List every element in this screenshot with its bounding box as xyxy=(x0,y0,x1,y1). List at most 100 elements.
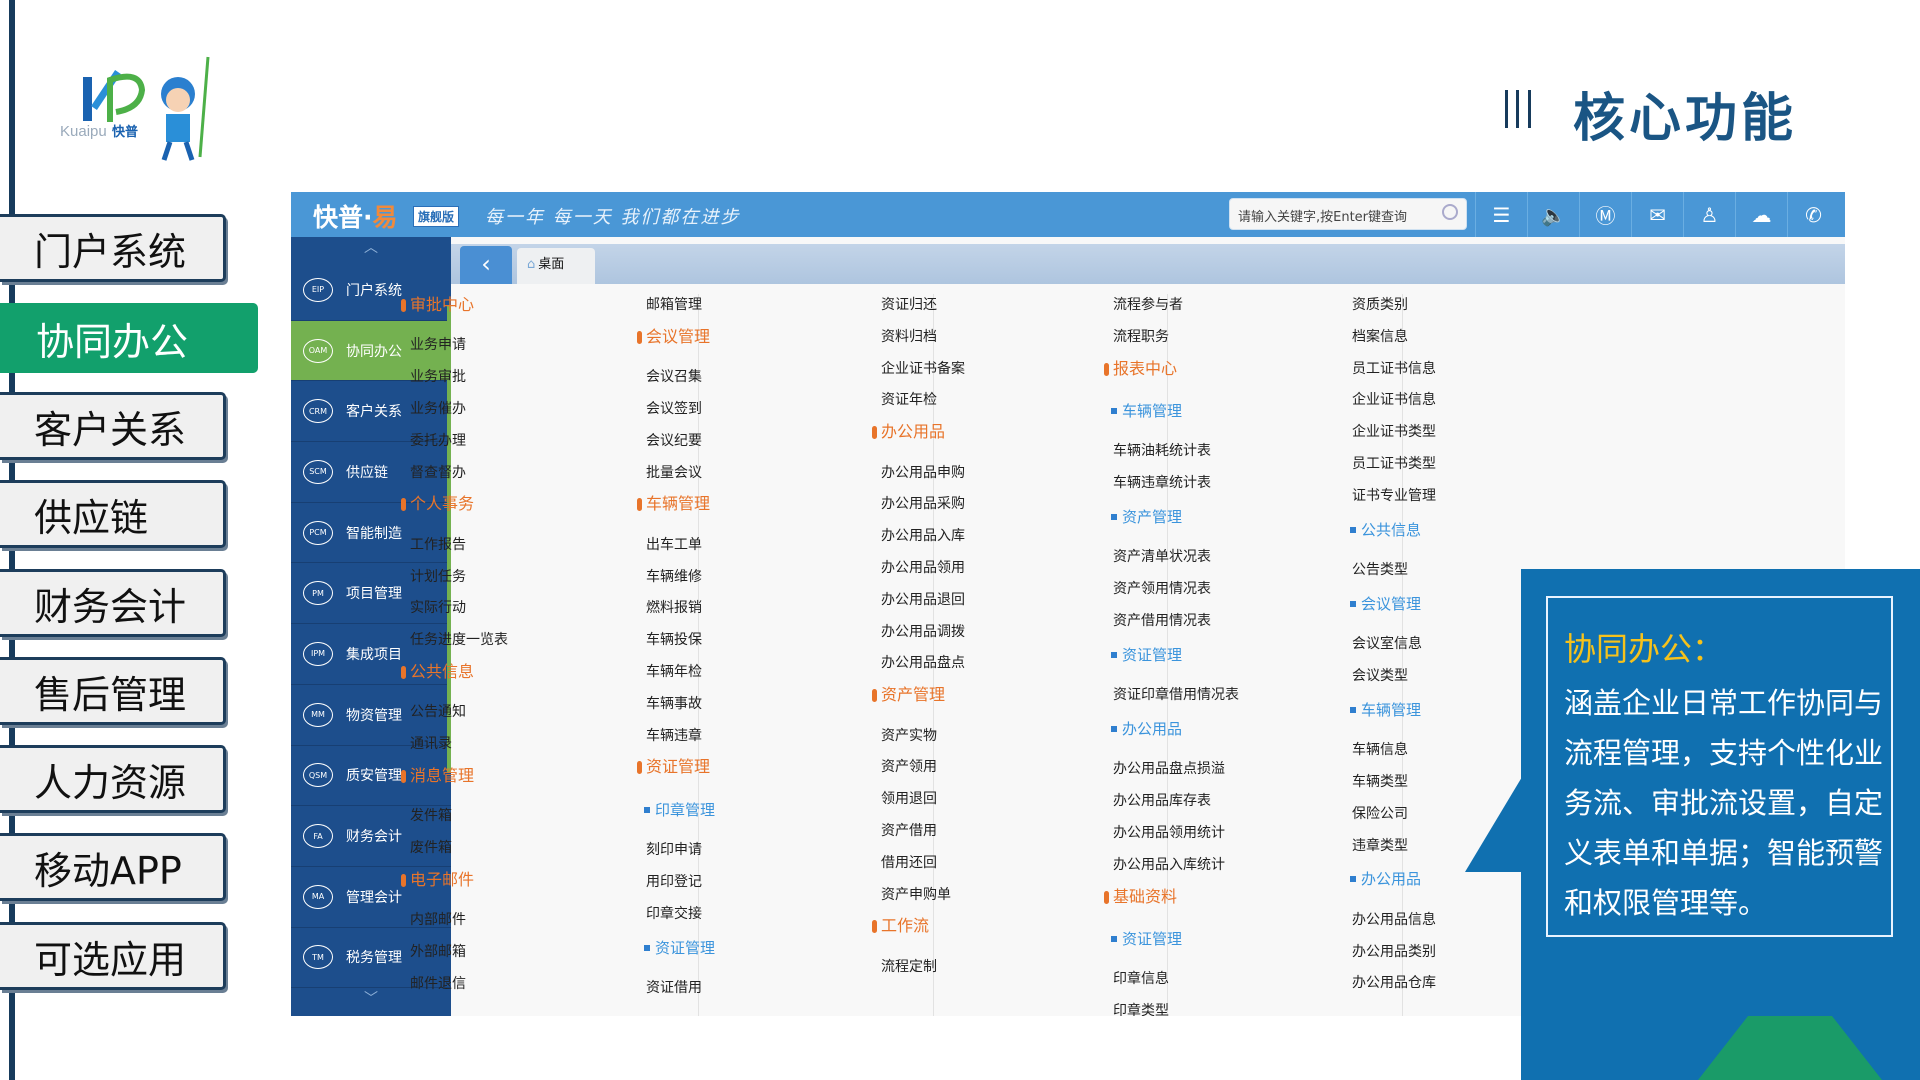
search-icon[interactable] xyxy=(1442,204,1458,220)
sidebar-item[interactable]: PCM 智能制造 xyxy=(291,503,451,564)
nav-button-7[interactable]: 移动APP xyxy=(0,833,226,901)
menu-item[interactable]: 领用退回 xyxy=(881,791,937,808)
menu-item[interactable]: 借用还回 xyxy=(881,854,937,871)
nav-button-5[interactable]: 售后管理 xyxy=(0,657,226,725)
sidebar-item[interactable]: EIP 门户系统 xyxy=(291,260,451,321)
menu-item[interactable]: 会议纪要 xyxy=(646,432,702,449)
menu-item[interactable]: 流程定制 xyxy=(881,958,937,975)
cloud-icon[interactable]: ☁ xyxy=(1735,192,1787,237)
scroll-up-icon[interactable]: ︿ xyxy=(364,240,378,256)
menu-item[interactable]: 批量会议 xyxy=(646,464,702,481)
menu-item[interactable]: 员工证书信息 xyxy=(1352,360,1436,377)
user-icon[interactable]: ♙ xyxy=(1683,192,1735,237)
menu-item[interactable]: 通讯录 xyxy=(410,736,452,753)
menu-item[interactable]: 车辆油耗统计表 xyxy=(1113,443,1211,460)
menu-item[interactable]: 员工证书类型 xyxy=(1352,455,1436,472)
menu-item[interactable]: 办公用品类别 xyxy=(1352,943,1436,960)
sidebar-item[interactable]: QSM 质安管理 xyxy=(291,746,451,807)
menu-item[interactable]: 资产借用情况表 xyxy=(1113,612,1211,629)
menu-item[interactable]: 废件箱 xyxy=(410,840,452,857)
menu-item[interactable]: 会议召集 xyxy=(646,369,702,386)
back-button[interactable]: ‹ xyxy=(460,246,512,284)
menu-item[interactable]: 资证年检 xyxy=(881,392,937,409)
menu-item[interactable]: 燃料报销 xyxy=(646,600,702,617)
menu-item[interactable]: 督查督办 xyxy=(410,464,466,481)
nav-button-1[interactable]: 协同办公 xyxy=(0,303,258,373)
menu-item[interactable]: 保险公司 xyxy=(1352,805,1408,822)
menu-item[interactable]: 资证借用 xyxy=(646,979,702,996)
sidebar-item[interactable]: IPM 集成项目 xyxy=(291,624,451,685)
menu-item[interactable]: 企业证书类型 xyxy=(1352,424,1436,441)
nav-button-4[interactable]: 财务会计 xyxy=(0,569,226,637)
sidebar-item[interactable]: PM 项目管理 xyxy=(291,563,451,625)
scroll-down-icon[interactable]: ﹀ xyxy=(364,991,378,1008)
nav-button-8[interactable]: 可选应用 xyxy=(0,922,226,990)
menu-item[interactable]: 车辆投保 xyxy=(646,632,702,649)
menu-item[interactable]: 会议签到 xyxy=(646,400,702,417)
sidebar-scrollbar[interactable] xyxy=(447,305,451,773)
list-icon[interactable]: ☰ xyxy=(1475,192,1527,237)
menu-item[interactable]: 会议室信息 xyxy=(1352,636,1422,653)
sidebar-item[interactable]: FA 财务会计 xyxy=(291,806,451,867)
menu-item[interactable]: 实际行动 xyxy=(410,600,466,617)
menu-item[interactable]: 资产借用 xyxy=(881,822,937,839)
menu-item[interactable]: 资证归还 xyxy=(881,297,937,313)
speaker-icon[interactable]: 🔈 xyxy=(1527,192,1579,237)
menu-item[interactable]: 资料归档 xyxy=(881,328,937,345)
phone-icon[interactable]: ✆ xyxy=(1787,192,1839,237)
menu-item[interactable]: 流程参与者 xyxy=(1113,297,1183,313)
tab-desktop[interactable]: ⌂ 桌面 xyxy=(517,248,595,284)
menu-item[interactable]: 流程职务 xyxy=(1113,328,1169,345)
menu-item[interactable]: 委托办理 xyxy=(410,432,466,449)
menu-item[interactable]: 车辆年检 xyxy=(646,663,702,680)
menu-item[interactable]: 资产清单状况表 xyxy=(1113,549,1211,566)
menu-item[interactable]: 资产申购单 xyxy=(881,886,951,903)
menu-item[interactable]: 企业证书信息 xyxy=(1352,392,1436,409)
sidebar-item[interactable]: OAM 协同办公 xyxy=(291,320,451,382)
menu-item[interactable]: 车辆类型 xyxy=(1352,773,1408,790)
menu-item[interactable]: 办公用品盘点损溢 xyxy=(1113,761,1225,778)
nav-button-0[interactable]: 门户系统 xyxy=(0,214,226,282)
menu-item[interactable]: 办公用品申购 xyxy=(881,464,965,481)
menu-item[interactable]: 办公用品调拨 xyxy=(881,623,965,640)
menu-item[interactable]: 印章交接 xyxy=(646,905,702,922)
menu-item[interactable]: 印章类型 xyxy=(1113,1003,1169,1016)
sidebar-item[interactable]: CRM 客户关系 xyxy=(291,381,451,443)
mail-icon[interactable]: ✉ xyxy=(1631,192,1683,237)
sidebar-item[interactable]: TM 税务管理 xyxy=(291,928,451,989)
sidebar-item[interactable]: SCM 供应链 xyxy=(291,442,451,503)
menu-item[interactable]: 办公用品入库 xyxy=(881,528,965,545)
im-icon[interactable]: Ⓜ xyxy=(1579,192,1631,237)
menu-item[interactable]: 业务催办 xyxy=(410,400,466,417)
menu-item[interactable]: 外部邮箱 xyxy=(410,944,466,961)
search-input[interactable]: 请输入关键字,按Enter键查询 xyxy=(1229,198,1467,230)
menu-item[interactable]: 邮箱管理 xyxy=(646,297,702,313)
menu-item[interactable]: 任务进度一览表 xyxy=(410,632,508,649)
menu-item[interactable]: 内部邮件 xyxy=(410,912,466,929)
menu-item[interactable]: 发件箱 xyxy=(410,808,452,825)
nav-button-6[interactable]: 人力资源 xyxy=(0,745,226,813)
menu-item[interactable]: 档案信息 xyxy=(1352,328,1408,345)
menu-item[interactable]: 业务审批 xyxy=(410,369,466,386)
menu-item[interactable]: 企业证书备案 xyxy=(881,360,965,377)
menu-item[interactable]: 出车工单 xyxy=(646,536,702,553)
menu-item[interactable]: 业务申请 xyxy=(410,337,466,354)
menu-item[interactable]: 资产领用情况表 xyxy=(1113,581,1211,598)
menu-item[interactable]: 公告类型 xyxy=(1352,561,1408,578)
menu-item[interactable]: 办公用品入库统计 xyxy=(1113,856,1225,873)
menu-item[interactable]: 资产领用 xyxy=(881,759,937,776)
menu-item[interactable]: 证书专业管理 xyxy=(1352,487,1436,504)
nav-button-3[interactable]: 供应链 xyxy=(0,480,226,548)
menu-item[interactable]: 车辆信息 xyxy=(1352,742,1408,759)
menu-item[interactable]: 资质类别 xyxy=(1352,297,1408,313)
sidebar-item[interactable]: MM 物资管理 xyxy=(291,685,451,746)
menu-item[interactable]: 办公用品盘点 xyxy=(881,655,965,672)
sidebar-item[interactable]: MA 管理会计 xyxy=(291,867,451,928)
menu-item[interactable]: 办公用品领用统计 xyxy=(1113,824,1225,841)
nav-button-2[interactable]: 客户关系 xyxy=(0,392,226,460)
menu-item[interactable]: 用印登记 xyxy=(646,873,702,890)
menu-item[interactable]: 车辆事故 xyxy=(646,695,702,712)
menu-item[interactable]: 刻印申请 xyxy=(646,842,702,859)
menu-item[interactable]: 计划任务 xyxy=(410,568,466,585)
menu-item[interactable]: 办公用品库存表 xyxy=(1113,793,1211,810)
